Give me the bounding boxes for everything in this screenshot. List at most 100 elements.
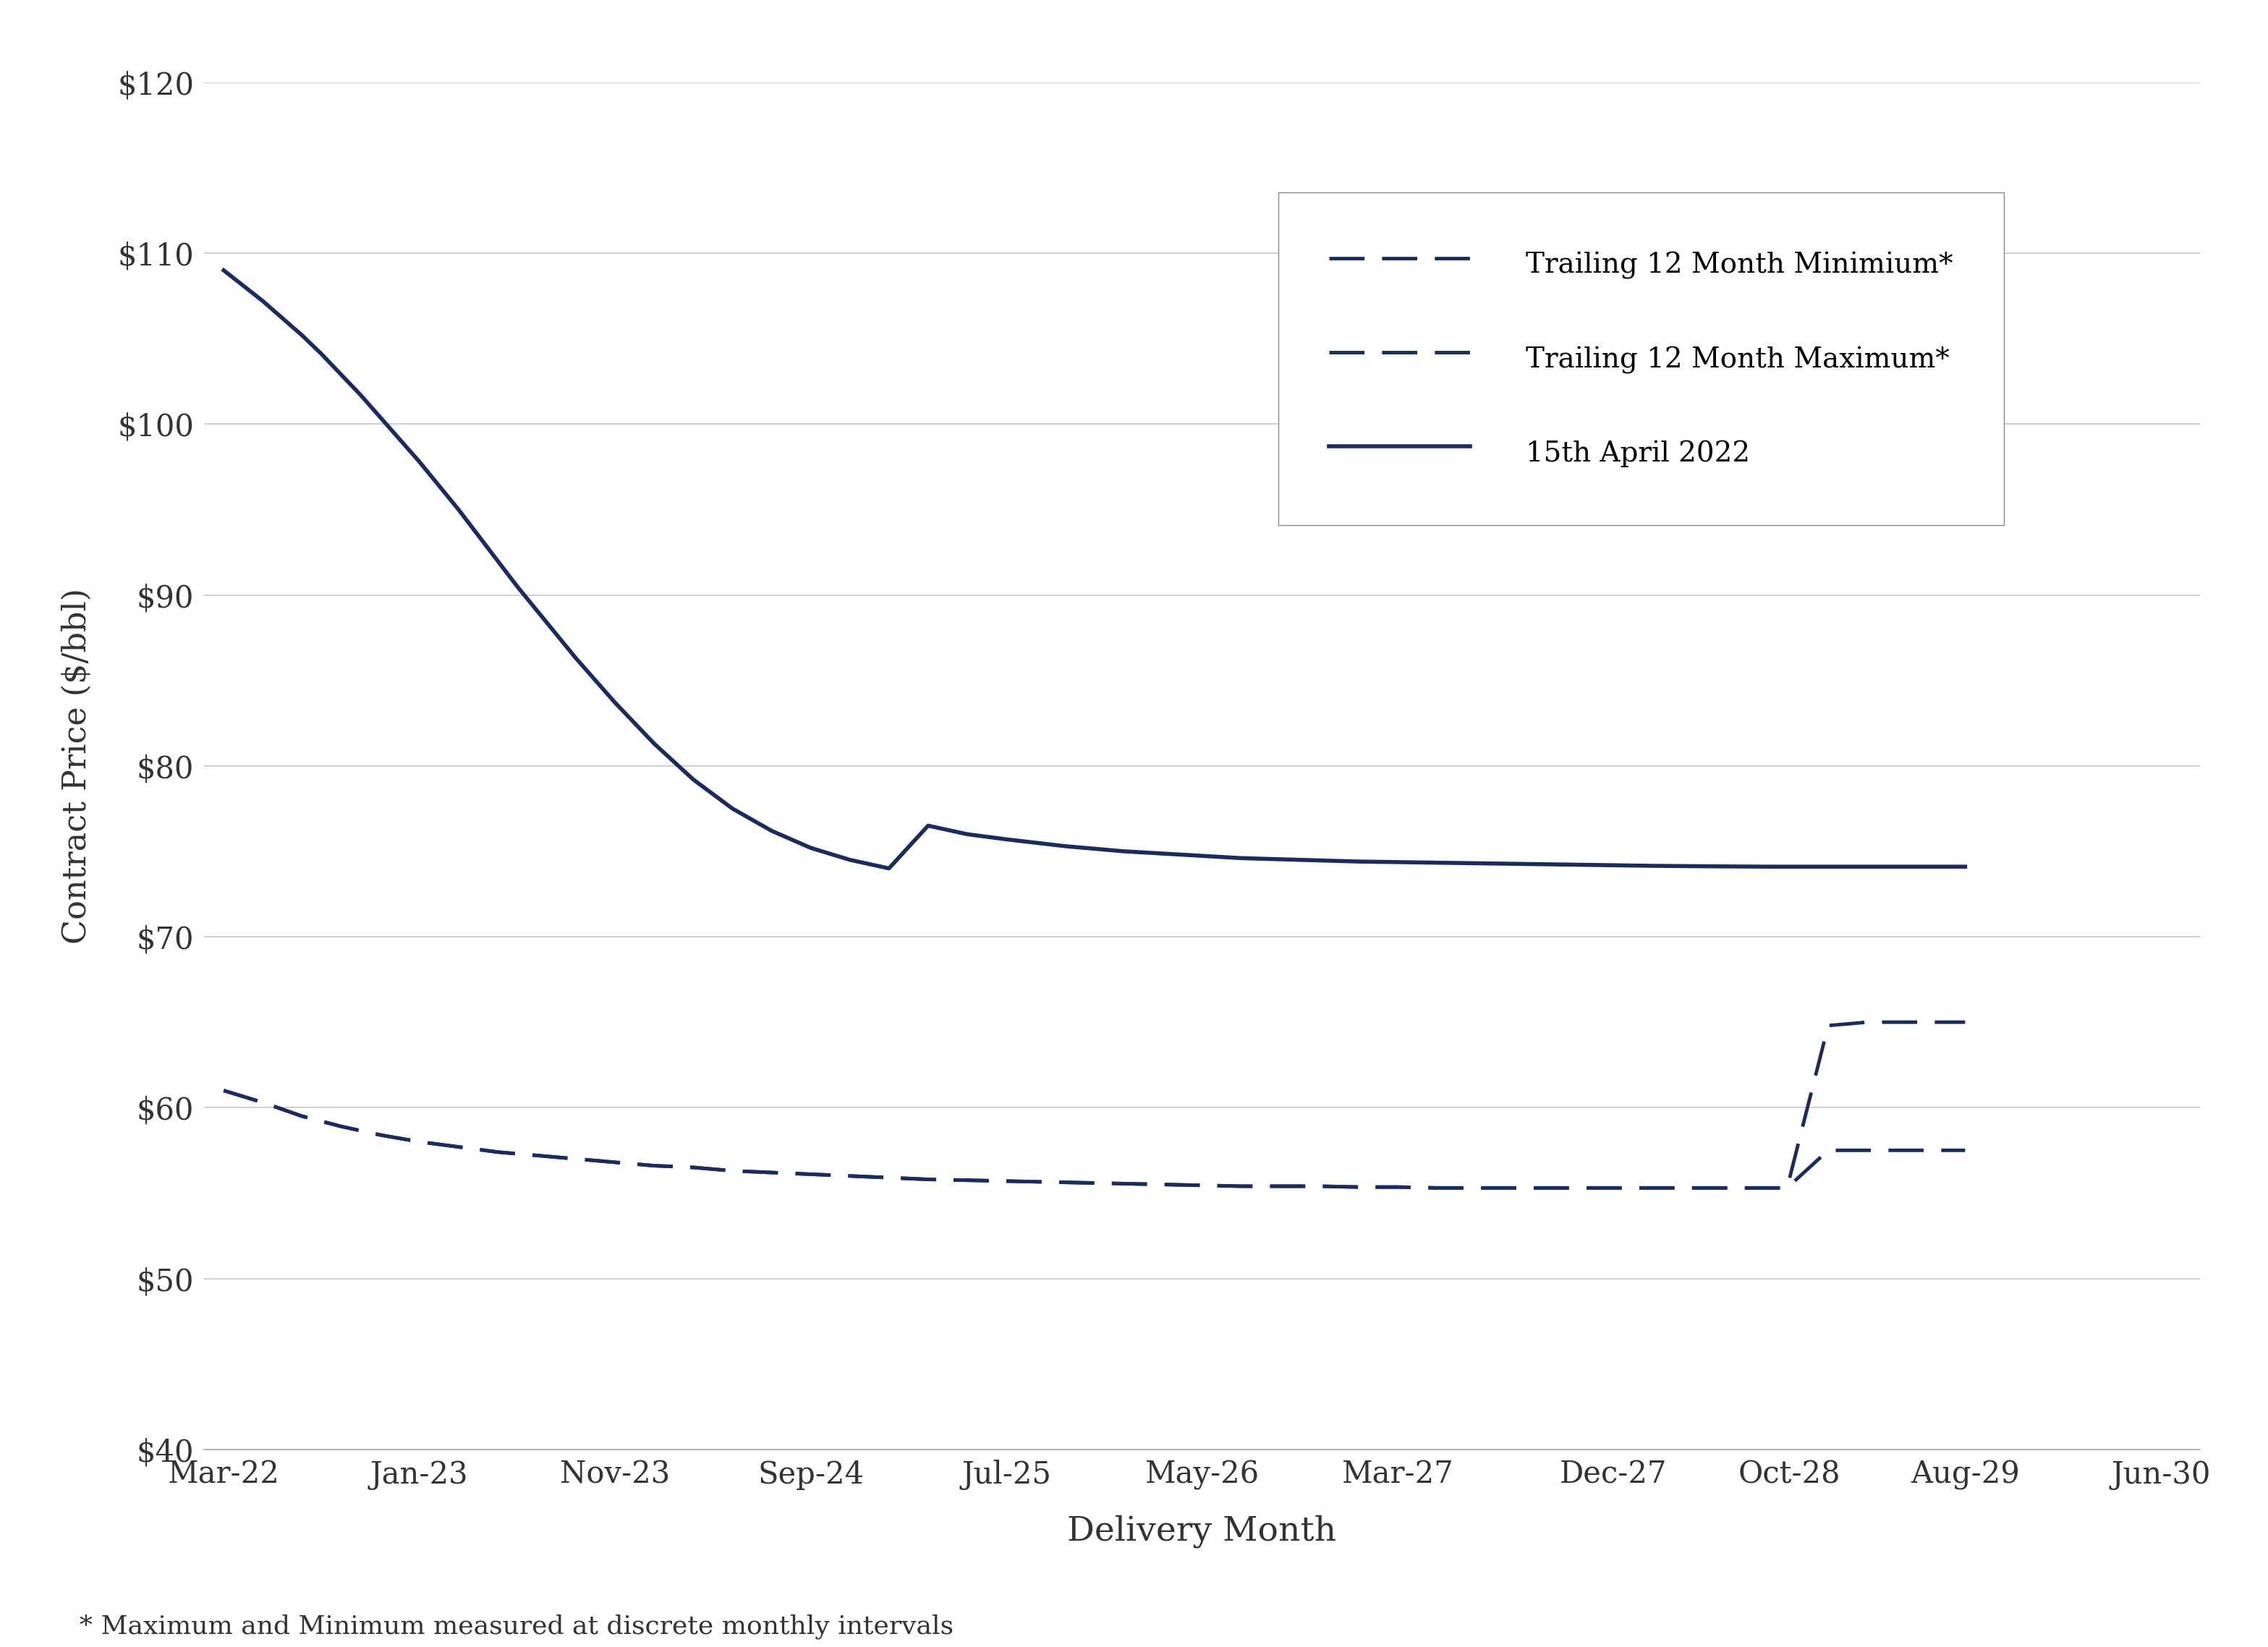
15th April 2022 [1873,856,1901,876]
Trailing 12 Month Maximum* [211,1080,238,1100]
15th April 2022 [367,407,395,427]
Trailing 12 Month Maximum* [1619,1178,1647,1197]
Trailing 12 Month Maximum* [1658,1178,1685,1197]
Trailing 12 Month Minimium* [1306,1176,1334,1196]
15th April 2022 [914,815,941,835]
Trailing 12 Month Minimium* [1771,1178,1799,1197]
15th April 2022 [1814,856,1842,876]
15th April 2022 [1463,853,1490,873]
Trailing 12 Month Maximum* [993,1171,1021,1191]
Trailing 12 Month Maximum* [1581,1178,1608,1197]
15th April 2022 [583,670,610,690]
Trailing 12 Month Maximum* [796,1164,823,1184]
Trailing 12 Month Minimium* [1501,1178,1529,1197]
Trailing 12 Month Maximum* [1032,1173,1059,1192]
15th April 2022 [1755,856,1783,876]
Trailing 12 Month Minimium* [1853,1140,1880,1159]
Trailing 12 Month Minimium* [1658,1178,1685,1197]
Trailing 12 Month Minimium* [1540,1178,1567,1197]
Trailing 12 Month Maximum* [1540,1178,1567,1197]
Trailing 12 Month Minimium* [524,1146,551,1166]
15th April 2022 [347,385,374,405]
Trailing 12 Month Minimium* [445,1136,472,1156]
Trailing 12 Month Minimium* [601,1153,628,1173]
Trailing 12 Month Maximum* [1345,1178,1372,1197]
15th April 2022 [503,576,531,596]
Trailing 12 Month Minimium* [367,1125,395,1145]
Y-axis label: Contract Price ($/bbl): Contract Price ($/bbl) [61,588,93,944]
Trailing 12 Month Minimium* [1383,1178,1411,1197]
Trailing 12 Month Maximum* [1463,1178,1490,1197]
Trailing 12 Month Minimium* [1894,1140,1921,1159]
Trailing 12 Month Maximum* [1774,1178,1801,1197]
15th April 2022 [1950,856,1978,876]
Trailing 12 Month Maximum* [562,1150,590,1169]
15th April 2022 [562,649,590,669]
15th April 2022 [270,308,297,328]
Trailing 12 Month Minimium* [758,1163,785,1183]
15th April 2022 [229,275,256,295]
15th April 2022 [426,476,454,496]
15th April 2022 [758,820,785,840]
Trailing 12 Month Maximum* [1227,1176,1254,1196]
15th April 2022 [542,624,569,644]
Trailing 12 Month Maximum* [367,1125,395,1145]
Trailing 12 Month Maximum* [719,1161,746,1181]
15th April 2022 [993,830,1021,850]
Trailing 12 Month Minimium* [562,1150,590,1169]
15th April 2022 [1052,837,1080,856]
Trailing 12 Month Minimium* [1070,1173,1098,1192]
15th April 2022 [1522,855,1549,875]
Trailing 12 Month Maximum* [1696,1178,1724,1197]
Trailing 12 Month Maximum* [1771,1178,1799,1197]
Trailing 12 Month Maximum* [1501,1178,1529,1197]
15th April 2022 [837,850,864,870]
Trailing 12 Month Maximum* [406,1131,433,1151]
Trailing 12 Month Maximum* [875,1168,903,1187]
15th April 2022 [288,326,315,346]
Trailing 12 Month Maximum* [1383,1178,1411,1197]
Trailing 12 Month Minimium* [1150,1174,1177,1194]
15th April 2022 [249,292,277,311]
Trailing 12 Month Minimium* [1032,1173,1059,1192]
Line: 15th April 2022: 15th April 2022 [225,270,1964,868]
Trailing 12 Month Maximum* [1932,1013,1960,1033]
Trailing 12 Month Maximum* [953,1171,980,1191]
Trailing 12 Month Minimium* [1463,1178,1490,1197]
Trailing 12 Month Minimium* [1581,1178,1608,1197]
Trailing 12 Month Maximum* [1737,1178,1765,1197]
15th April 2022 [1286,850,1313,870]
Trailing 12 Month Minimium* [1696,1178,1724,1197]
Trailing 12 Month Maximum* [1306,1176,1334,1196]
15th April 2022 [211,260,238,280]
Trailing 12 Month Minimium* [327,1117,354,1136]
15th April 2022 [327,364,354,384]
15th April 2022 [1227,848,1254,868]
15th April 2022 [953,824,980,843]
Trailing 12 Month Maximum* [1814,1016,1842,1036]
Trailing 12 Month Maximum* [1109,1174,1136,1194]
15th April 2022 [1932,856,1960,876]
Trailing 12 Month Maximum* [445,1136,472,1156]
15th April 2022 [406,451,433,471]
Trailing 12 Month Maximum* [288,1107,315,1127]
Trailing 12 Month Minimium* [288,1107,315,1127]
Trailing 12 Month Minimium* [953,1171,980,1191]
Trailing 12 Month Minimium* [483,1141,510,1161]
Trailing 12 Month Maximum* [680,1158,708,1178]
Trailing 12 Month Minimium* [406,1131,433,1151]
Trailing 12 Month Maximum* [837,1166,864,1186]
15th April 2022 [1696,856,1724,876]
Trailing 12 Month Minimium* [1814,1140,1842,1159]
Trailing 12 Month Minimium* [993,1171,1021,1191]
Trailing 12 Month Maximum* [1424,1178,1452,1197]
15th April 2022 [719,799,746,819]
Text: * Maximum and Minimum measured at discrete monthly intervals: * Maximum and Minimum measured at discre… [79,1614,953,1639]
Trailing 12 Month Minimium* [249,1092,277,1112]
15th April 2022 [796,838,823,858]
15th April 2022 [1345,851,1372,871]
Trailing 12 Month Minimium* [211,1080,238,1100]
15th April 2022 [1404,853,1431,873]
Trailing 12 Month Minimium* [1345,1178,1372,1197]
Trailing 12 Month Maximum* [1853,1013,1880,1033]
